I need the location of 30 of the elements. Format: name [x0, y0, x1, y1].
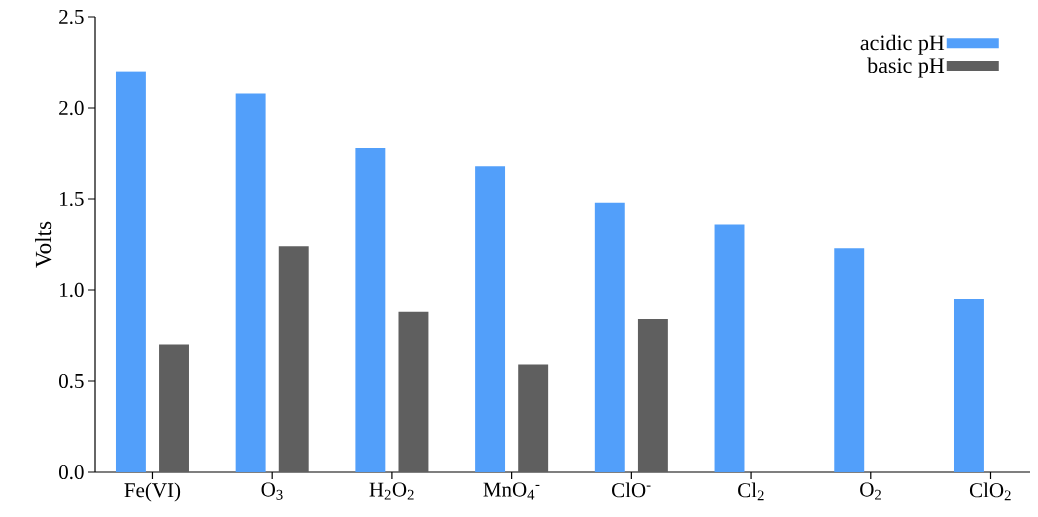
- x-tick-label: MnO$_{4}$-: [483, 482, 540, 500]
- legend-label: basic pH: [867, 57, 945, 78]
- x-tick-label: H$_{2}$O$_{2}$: [369, 482, 414, 500]
- y-tick-label: 2.0: [59, 100, 84, 116]
- y-tick-label: 1.0: [60, 282, 84, 298]
- bar: [637, 319, 668, 472]
- legend-label: acidic pH: [860, 34, 945, 55]
- bar: [953, 299, 984, 472]
- bar: [278, 246, 309, 472]
- y-tick-label: 0.5: [59, 373, 84, 389]
- bar: [518, 364, 549, 472]
- bar: [115, 71, 146, 472]
- x-tick-label: ClO$_{2}$: [969, 482, 1011, 501]
- y-tick-label: 1.5: [60, 191, 84, 207]
- bar: [475, 166, 506, 472]
- bar: [159, 344, 189, 472]
- x-tick-label: O$_{3}$: [261, 482, 283, 500]
- x-tick-label: ClO$^{-}$: [612, 482, 651, 498]
- bar: [398, 311, 429, 472]
- bar: [355, 148, 386, 472]
- x-tick-label: Fe(VI): [124, 482, 181, 502]
- bar: [594, 202, 625, 472]
- bar: [834, 248, 865, 472]
- x-tick-label: Cl$_{2}$: [738, 482, 764, 501]
- bar: [235, 93, 266, 472]
- y-axis-title: Volts: [35, 221, 52, 268]
- bar: [714, 224, 745, 472]
- y-tick-label: 2.5: [59, 9, 84, 25]
- y-tick-label: 0.0: [59, 464, 84, 480]
- x-tick-label: O$_{2}$: [860, 482, 881, 500]
